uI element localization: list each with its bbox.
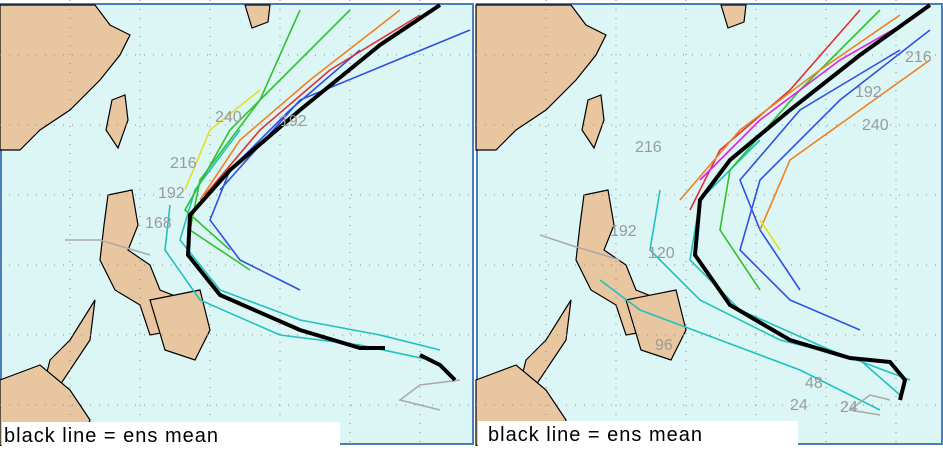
- caption: black line = ens mean: [4, 425, 219, 446]
- hour-label: 192: [610, 223, 637, 240]
- ens-mean: [692, 3, 932, 401]
- hour-label: 240: [862, 117, 889, 134]
- track: [184, 89, 261, 191]
- hour-label: 24: [790, 397, 808, 414]
- hour-label: 24: [840, 399, 858, 416]
- track: [679, 14, 901, 201]
- track: [179, 129, 441, 351]
- track: [65, 239, 151, 256]
- hour-label: 216: [905, 49, 932, 66]
- hour-label: 192: [855, 84, 882, 101]
- track: [759, 59, 931, 231]
- hour-label: 48: [805, 375, 823, 392]
- track: [689, 9, 861, 211]
- hour-label: 120: [648, 245, 675, 262]
- track: [183, 9, 351, 251]
- hour-label: 192: [280, 113, 307, 130]
- track: [204, 14, 421, 196]
- caption-box: [478, 421, 798, 446]
- track: [848, 394, 891, 416]
- track: [739, 29, 931, 331]
- track: [398, 379, 461, 411]
- track: [599, 279, 881, 411]
- caption: black line = ens mean: [488, 424, 703, 446]
- track: [719, 9, 881, 291]
- track: [539, 234, 621, 261]
- tracks: [539, 3, 932, 416]
- track: [199, 9, 401, 201]
- right-panel: 216 192 240 216 192 120 96 48 24 24 blac…: [475, 0, 943, 447]
- tracks: [65, 3, 471, 411]
- hour-label: 216: [170, 155, 197, 172]
- left-panel: 240 192 216 192 168 black line = ens mea…: [0, 0, 474, 447]
- hour-label: 216: [635, 139, 662, 156]
- track: [739, 49, 901, 291]
- track: [189, 9, 301, 271]
- track: [699, 19, 911, 181]
- track: [759, 219, 781, 251]
- track: [219, 29, 471, 191]
- hour-label: 96: [655, 337, 673, 354]
- track: [649, 189, 901, 396]
- caption-box: [2, 422, 340, 446]
- ens-mean: [185, 3, 457, 382]
- hour-label: 168: [145, 215, 172, 232]
- hour-label: 192: [158, 185, 185, 202]
- hour-label: 240: [215, 109, 242, 126]
